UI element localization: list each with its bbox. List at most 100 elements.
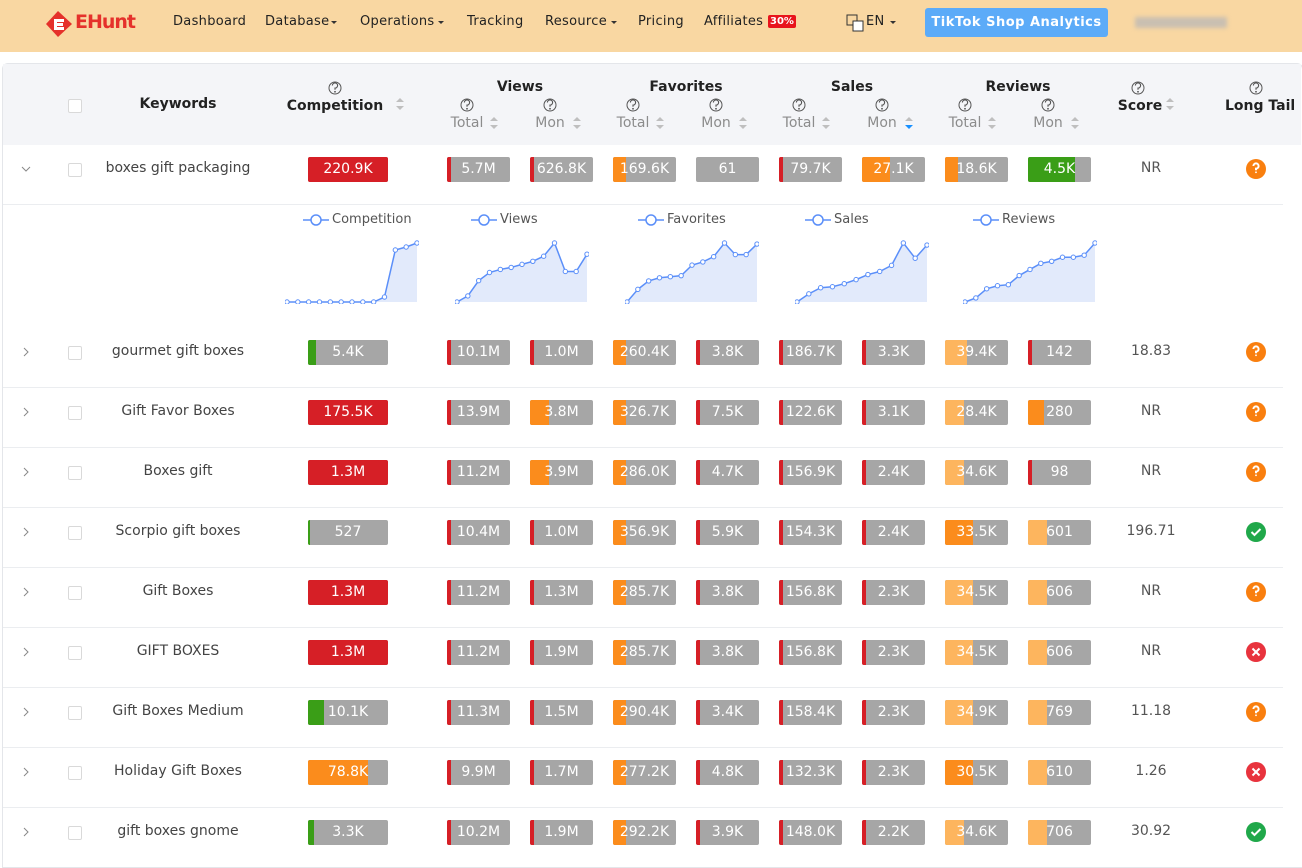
metric-cell: 1.0M: [530, 520, 593, 545]
keyword[interactable]: Gift Boxes Medium: [112, 703, 244, 719]
sparkline-point: [1027, 266, 1033, 273]
expand-chevron[interactable]: [20, 706, 32, 718]
metric-cell: 34.9K: [945, 700, 1008, 725]
tiktok-button[interactable]: TikTok Shop Analytics: [925, 8, 1108, 37]
metric-fill: [447, 760, 451, 785]
checkbox[interactable]: [68, 466, 82, 480]
sort-icon[interactable]: [395, 96, 405, 112]
checkbox[interactable]: [68, 163, 82, 177]
keyword[interactable]: Gift Favor Boxes: [121, 403, 235, 419]
checkbox[interactable]: [68, 706, 82, 720]
sub-label: Mon: [1033, 115, 1063, 131]
keyword[interactable]: boxes gift packaging: [105, 160, 251, 176]
keyword[interactable]: Gift Boxes: [142, 583, 214, 599]
expand-chevron[interactable]: [20, 766, 32, 778]
metric-fill: [862, 820, 866, 845]
sparkline-point: [1059, 254, 1066, 260]
sparkline-point: [635, 286, 641, 293]
checkbox[interactable]: [68, 346, 82, 360]
metric-label: 1.3M: [330, 644, 366, 660]
keyword[interactable]: Holiday Gift Boxes: [114, 763, 242, 779]
sort-icon[interactable]: [904, 115, 914, 131]
metric-cell: 27.1K: [862, 157, 925, 182]
checkbox[interactable]: [68, 646, 82, 660]
nav-item[interactable]: Pricing: [638, 14, 684, 29]
sort-icon[interactable]: [489, 115, 499, 131]
nav-item[interactable]: Resource: [545, 14, 608, 29]
keyword[interactable]: gift boxes gnome: [117, 823, 239, 839]
keyword[interactable]: gourmet gift boxes: [111, 343, 245, 359]
sort-icon[interactable]: [1070, 115, 1080, 131]
chevron: [23, 347, 29, 357]
metric-cell: 626.8K: [530, 157, 593, 182]
sort-icon[interactable]: [987, 115, 997, 131]
checkbox[interactable]: [68, 526, 82, 540]
metric-label: 10.2M: [456, 824, 501, 840]
expand-chevron[interactable]: [20, 163, 32, 175]
keyword[interactable]: GIFT BOXES: [136, 643, 220, 659]
metric-label: 626.8K: [536, 161, 587, 177]
nav-item[interactable]: Affiliates: [704, 14, 764, 29]
metric-fill: [1028, 520, 1047, 545]
nav-item[interactable]: Tracking: [467, 14, 524, 29]
legend-icon: [303, 214, 329, 226]
sort-icon[interactable]: [821, 115, 831, 131]
checkbox[interactable]: [68, 826, 82, 840]
legend-dot: [310, 214, 322, 226]
sparkline-point: [865, 271, 871, 278]
question-glyph: [1252, 405, 1260, 414]
nav-item[interactable]: Operations: [360, 14, 435, 29]
sort-icon[interactable]: [572, 115, 582, 131]
expand-chevron[interactable]: [20, 526, 32, 538]
header-label: Long Tail: [1225, 98, 1296, 114]
keyword[interactable]: Boxes gift: [143, 463, 213, 479]
expand-chevron[interactable]: [20, 826, 32, 838]
metric-label: 156.8K: [785, 584, 836, 600]
checkbox[interactable]: [68, 99, 82, 113]
sort-icon[interactable]: [655, 115, 665, 131]
metric-cell: 527: [308, 520, 388, 545]
metric-label: 601: [1046, 524, 1073, 540]
nav-item[interactable]: Database: [265, 14, 330, 29]
expand-chevron[interactable]: [20, 646, 32, 658]
score: NR: [1140, 160, 1162, 176]
header-label: Score: [1117, 98, 1163, 114]
metric-label: 11.2M: [456, 584, 501, 600]
language[interactable]: EN: [866, 14, 885, 29]
metric-label: 1.0M: [544, 344, 579, 360]
logo-text[interactable]: EHunt: [75, 11, 136, 33]
score: 196.71: [1126, 523, 1176, 539]
nav-item[interactable]: Dashboard: [173, 14, 247, 29]
metric-cell: 292.2K: [613, 820, 676, 845]
metric-label: 34.5K: [956, 644, 997, 660]
metric-label: 142: [1046, 344, 1073, 360]
checkbox[interactable]: [68, 766, 82, 780]
sort-icon[interactable]: [738, 115, 748, 131]
metric-label: 13.9M: [456, 404, 501, 420]
question-glyph: [795, 99, 803, 107]
metric-fill: [613, 460, 626, 485]
checkbox[interactable]: [68, 406, 82, 420]
expand-chevron[interactable]: [20, 586, 32, 598]
metric-fill: [862, 157, 891, 182]
metric-fill: [862, 400, 866, 425]
metric-fill: [696, 700, 700, 725]
sort-icon[interactable]: [1165, 96, 1175, 112]
expand-chevron[interactable]: [20, 406, 32, 418]
checkbox[interactable]: [68, 586, 82, 600]
question-glyph: [463, 99, 471, 107]
help-icon: [1131, 81, 1145, 95]
question-dot: [715, 107, 717, 110]
metric-fill: [1028, 460, 1032, 485]
expand-chevron[interactable]: [20, 466, 32, 478]
header-label[interactable]: Keywords: [139, 96, 217, 112]
metric-cell: 610: [1028, 760, 1091, 785]
metric-cell: 769: [1028, 700, 1091, 725]
lang-icon: [846, 14, 864, 32]
sparkline-point: [486, 269, 493, 276]
question-dot: [1255, 171, 1257, 174]
keyword[interactable]: Scorpio gift boxes: [115, 523, 241, 539]
expand-chevron[interactable]: [20, 346, 32, 358]
metric-cell: 11.3M: [447, 700, 510, 725]
metric-label: 132.3K: [785, 764, 836, 780]
